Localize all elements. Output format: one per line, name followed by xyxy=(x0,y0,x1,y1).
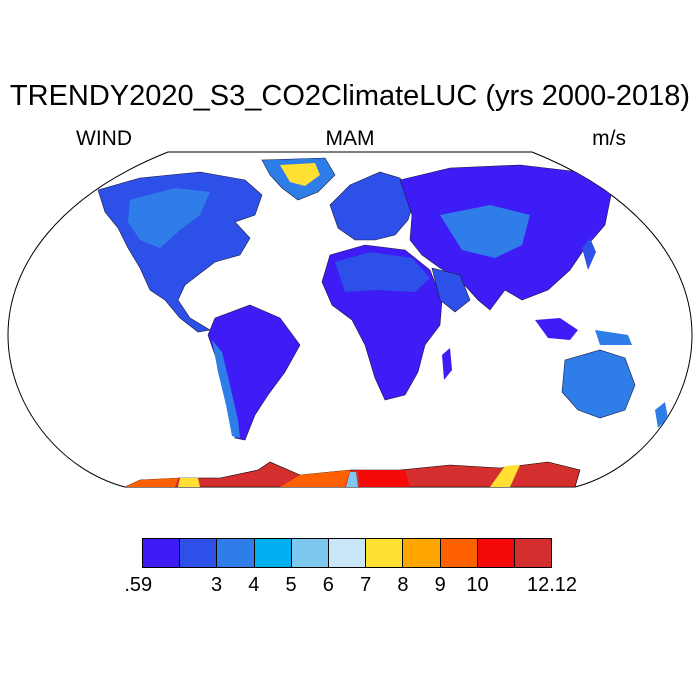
north-america-highland xyxy=(128,188,210,248)
antarctic-orange-band-west xyxy=(125,478,178,487)
australia-land xyxy=(561,349,636,419)
new-guinea-land xyxy=(595,330,632,345)
sahara-region xyxy=(335,252,430,292)
antarctic-light-patch xyxy=(346,472,358,487)
colorbar-swatch-3 xyxy=(254,539,292,567)
units-label: m/s xyxy=(592,127,626,150)
antarctic-orange-band-mid xyxy=(280,470,350,487)
colorbar-tick-label: 6 xyxy=(322,574,334,596)
colorbar-tick-label: 3 xyxy=(210,574,223,596)
map-title: TRENDY2020_S3_CO2ClimateLUC (yrs 2000-20… xyxy=(9,80,691,112)
colorbar-swatch-4 xyxy=(291,539,329,567)
colorbar-tick-label: 5 xyxy=(285,574,297,596)
madagascar-land xyxy=(442,348,452,380)
colorbar-swatch-1 xyxy=(180,539,218,567)
colorbar-swatch-8 xyxy=(440,539,478,567)
colorbar-tick-label: .59 xyxy=(124,574,153,596)
colorbar-tick-label: 4 xyxy=(248,574,260,596)
colorbar xyxy=(142,538,552,568)
europe-land xyxy=(329,171,416,241)
antarctic-yellow-band-west xyxy=(178,478,200,487)
colorbar-tick-label: 12.12 xyxy=(526,574,578,596)
maritime-continent xyxy=(535,318,578,340)
colorbar-tick-label: 8 xyxy=(397,574,409,596)
japan-land xyxy=(582,238,596,270)
antarctic-red-band xyxy=(358,470,410,487)
colorbar-tick-label: 7 xyxy=(360,574,372,596)
colorbar-swatch-6 xyxy=(366,539,404,567)
variable-label: WIND xyxy=(76,127,132,150)
colorbar-tick-label: 9 xyxy=(434,574,446,596)
colorbar-swatch-7 xyxy=(403,539,441,567)
season-label: MAM xyxy=(325,127,375,150)
greenland-icecap xyxy=(280,163,320,186)
new-zealand-land xyxy=(655,402,668,428)
colorbar-tick-label: 10 xyxy=(466,574,489,596)
central-asia-plateau xyxy=(440,205,530,258)
colorbar-swatch-5 xyxy=(328,539,367,567)
colorbar-swatch-9 xyxy=(477,539,515,567)
antarctic-yellow-band-east xyxy=(490,465,520,487)
colorbar-swatch-10 xyxy=(514,539,552,567)
arabia-land xyxy=(431,267,471,313)
colorbar-swatch-0 xyxy=(143,539,181,567)
colorbar-swatch-2 xyxy=(217,539,255,567)
andes-highland xyxy=(212,340,240,438)
